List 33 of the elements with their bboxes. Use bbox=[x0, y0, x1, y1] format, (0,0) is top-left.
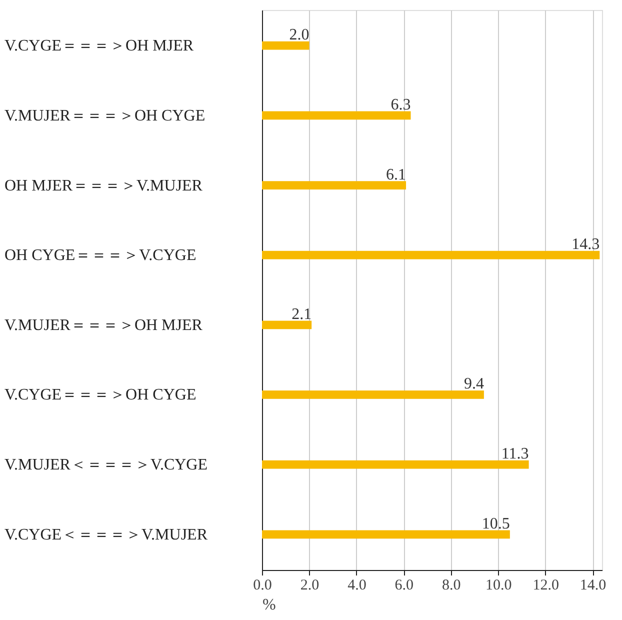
bar bbox=[262, 181, 406, 190]
bar bbox=[262, 250, 600, 260]
y-tick-label: OH CYGE＝＝＝＞V.CYGE bbox=[4, 247, 196, 264]
bar bbox=[262, 320, 312, 330]
bar bbox=[262, 530, 510, 539]
data-label: 14.3 bbox=[572, 236, 600, 254]
x-tick-label: 0.0 bbox=[253, 578, 272, 594]
y-tick-label: OH MJER＝＝＝＞V.MUJER bbox=[4, 177, 203, 194]
bar bbox=[262, 390, 484, 399]
data-label: 10.5 bbox=[482, 515, 510, 532]
x-tick-label: 2.0 bbox=[300, 578, 320, 594]
data-label: 2.0 bbox=[289, 26, 310, 44]
y-tick-label: V.MUJER＝＝＝＞OH MJER bbox=[4, 316, 203, 334]
bar bbox=[262, 111, 411, 120]
data-label: 11.3 bbox=[501, 446, 529, 463]
bar bbox=[262, 41, 310, 50]
x-tick-label: 14.0 bbox=[580, 578, 606, 594]
x-tick-label: 10.0 bbox=[485, 578, 512, 594]
x-tick-label: 8.0 bbox=[442, 578, 461, 594]
y-tick-label: V.CYGE＜＝＝＝＞V.MUJER bbox=[4, 526, 208, 544]
y-tick-label: V.MUJER＝＝＝＞OH CYGE bbox=[4, 107, 206, 124]
bar bbox=[262, 460, 529, 469]
data-label: 6.1 bbox=[386, 166, 406, 184]
y-tick-label: V.MUJER＜＝＝＝＞V.CYGE bbox=[4, 456, 208, 474]
data-label: 2.1 bbox=[292, 306, 312, 323]
y-tick-label: V.CYGE＝＝＝＞OH CYGE bbox=[4, 386, 196, 404]
data-label: 6.3 bbox=[390, 96, 411, 114]
x-tick-label: 4.0 bbox=[348, 578, 366, 594]
x-axis-title: % bbox=[262, 596, 276, 614]
x-tick-label: 6.0 bbox=[394, 578, 414, 594]
x-tick-label: 12.0 bbox=[532, 578, 559, 594]
y-tick-label: V.CYGE＝＝＝＞OH MJER bbox=[4, 38, 194, 55]
data-label: 9.4 bbox=[464, 376, 484, 393]
